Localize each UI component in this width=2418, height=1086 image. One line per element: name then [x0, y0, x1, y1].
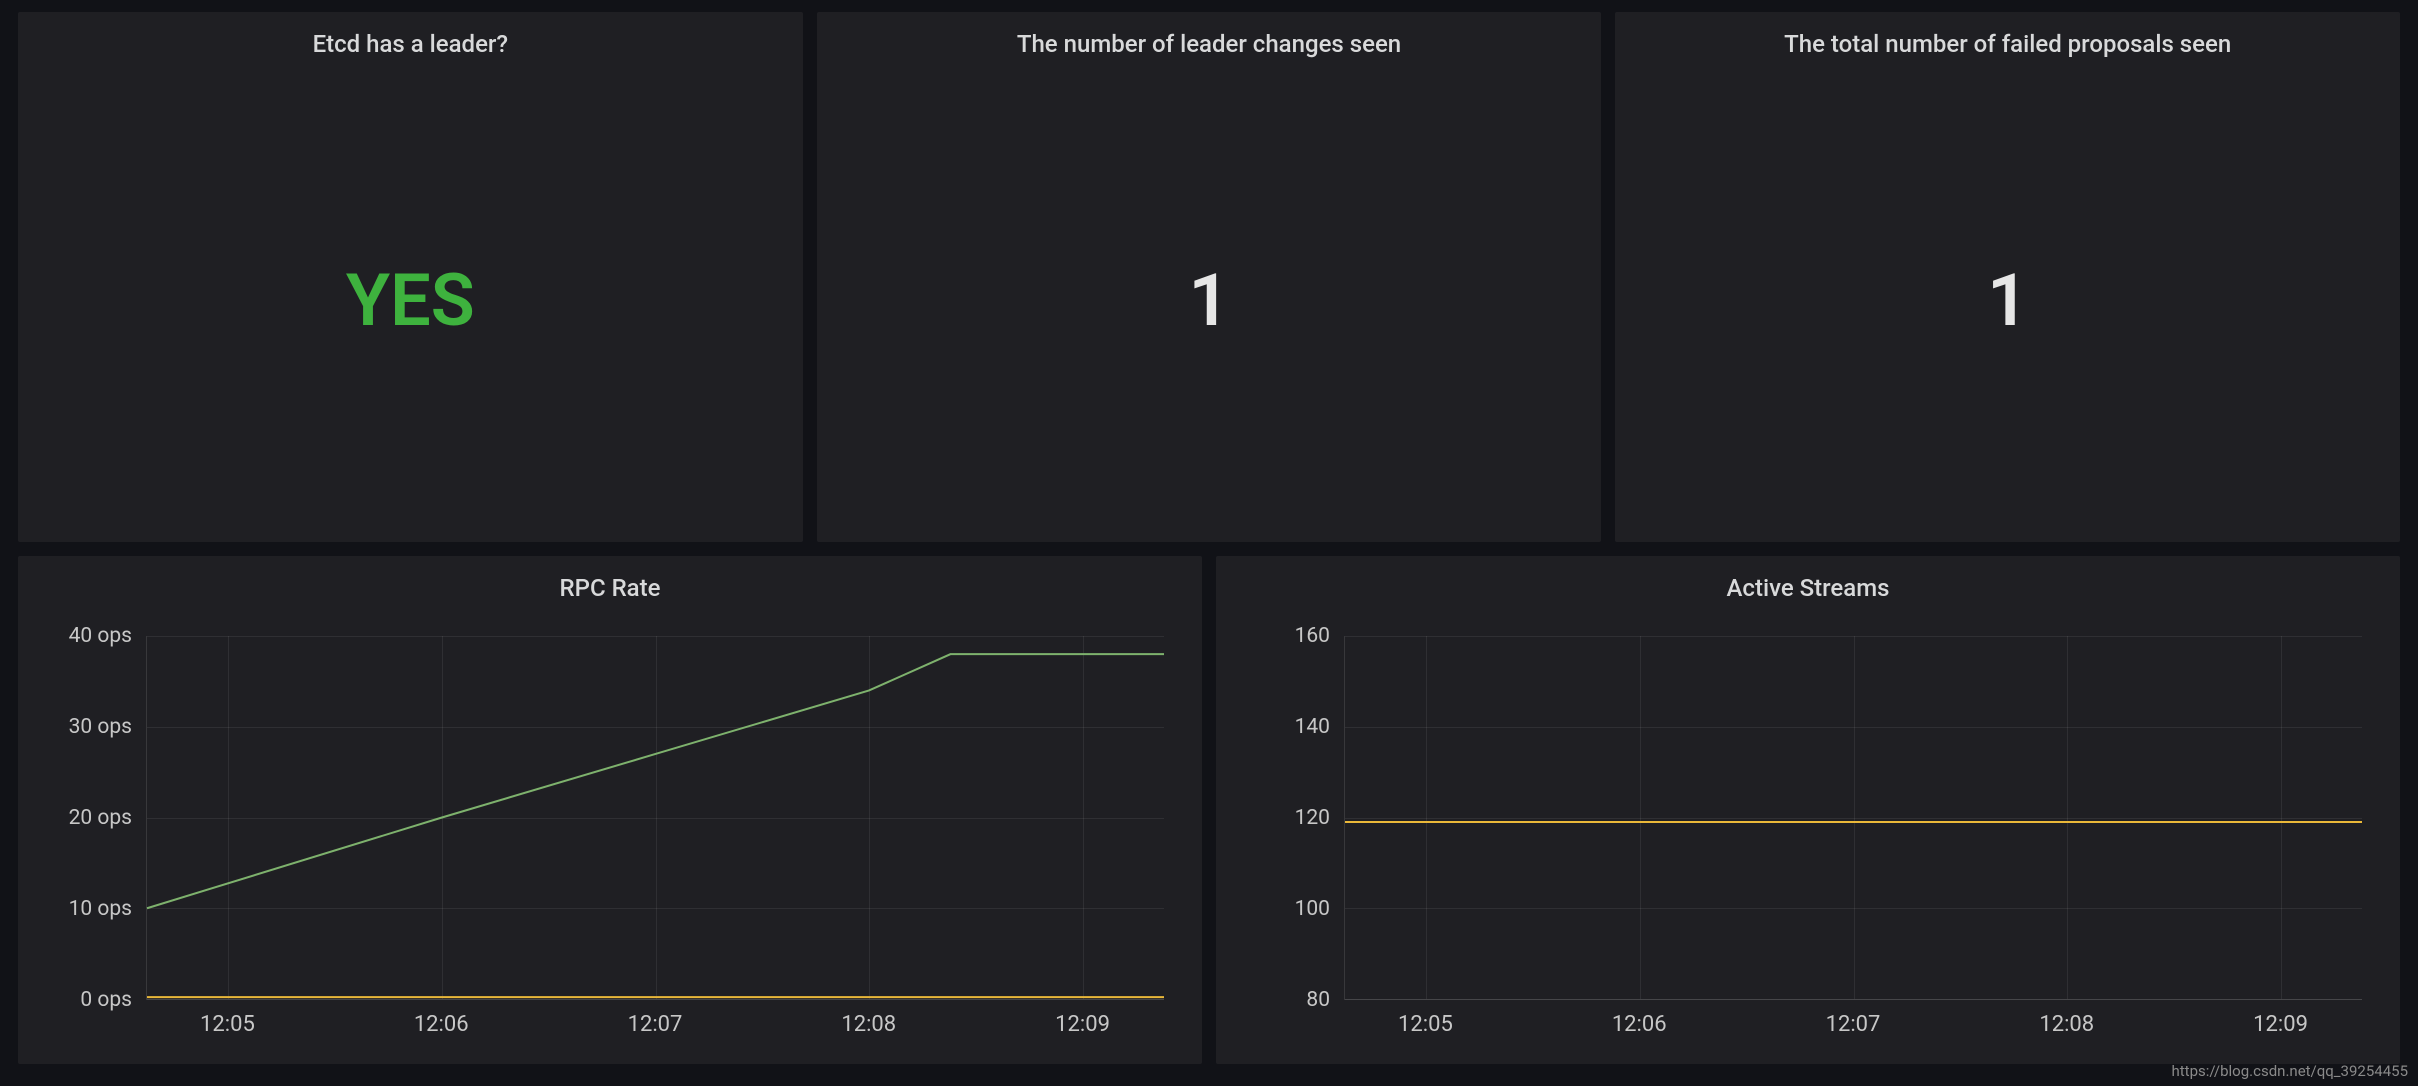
- panel-title: The total number of failed proposals see…: [1615, 12, 2400, 58]
- chart-rpc: 0 ops10 ops20 ops30 ops40 ops12:0512:061…: [48, 632, 1172, 1052]
- chart-body: 0 ops 10 ops 20 ops 30 ops 40 ops 12:05 12:06 1…: [18, 602, 1202, 1064]
- stat-value-failed: 1: [1987, 258, 2028, 343]
- stat-value-changes: 1: [1188, 258, 1229, 343]
- panel-title: Etcd has a leader?: [18, 12, 803, 58]
- watermark-text: https://blog.csdn.net/qq_39254455: [2172, 1062, 2409, 1080]
- panel-leader-changes[interactable]: The number of leader changes seen 1: [817, 12, 1602, 542]
- x-tick-label: 12:07: [628, 1012, 683, 1037]
- y-tick-label: 30 ops: [69, 715, 132, 739]
- panel-etcd-leader[interactable]: Etcd has a leader? YES: [18, 12, 803, 542]
- y-tick-label: 20 ops: [69, 806, 132, 830]
- y-tick-label: 100: [1295, 897, 1330, 921]
- panel-title: RPC Rate: [18, 556, 1202, 602]
- plot-area: [146, 636, 1164, 1000]
- series-rpc-rate: [147, 654, 1164, 908]
- y-tick-label: 80: [1306, 988, 1330, 1012]
- y-tick-label: 40 ops: [69, 624, 132, 648]
- chart-streams: 8010012014016012:0512:0612:0712:0812:09: [1246, 632, 2370, 1052]
- y-tick-label: 160: [1295, 624, 1330, 648]
- panel-title: Active Streams: [1216, 556, 2400, 602]
- y-tick-label: 10 ops: [69, 897, 132, 921]
- y-tick-label: 120: [1295, 806, 1330, 830]
- x-tick-label: 12:05: [1398, 1012, 1453, 1037]
- x-tick-label: 12:08: [2039, 1012, 2094, 1037]
- x-tick-label: 12:08: [841, 1012, 896, 1037]
- x-tick-label: 12:06: [414, 1012, 469, 1037]
- stat-body: 1: [1615, 58, 2400, 542]
- panel-failed-proposals[interactable]: The total number of failed proposals see…: [1615, 12, 2400, 542]
- panel-rpc-rate[interactable]: RPC Rate 0 ops 10 ops 20 ops 30 ops 40 ops 12…: [18, 556, 1202, 1064]
- y-tick-label: 0 ops: [80, 988, 132, 1012]
- stat-body: 1: [817, 58, 1602, 542]
- chart-body: 80 100 120 140 160 12:05 12:06 12:07 12:08 12:09: [1216, 602, 2400, 1064]
- x-tick-label: 12:05: [200, 1012, 255, 1037]
- stat-value-leader: YES: [346, 258, 475, 343]
- y-tick-label: 140: [1295, 715, 1330, 739]
- x-tick-label: 12:09: [2253, 1012, 2308, 1037]
- panel-title: The number of leader changes seen: [817, 12, 1602, 58]
- panel-active-streams[interactable]: Active Streams 80 100 120 140 160 12:05 12:06 1…: [1216, 556, 2400, 1064]
- x-tick-label: 12:06: [1612, 1012, 1667, 1037]
- x-tick-label: 12:07: [1826, 1012, 1881, 1037]
- stat-body: YES: [18, 58, 803, 542]
- plot-area: [1344, 636, 2362, 1000]
- x-tick-label: 12:09: [1055, 1012, 1110, 1037]
